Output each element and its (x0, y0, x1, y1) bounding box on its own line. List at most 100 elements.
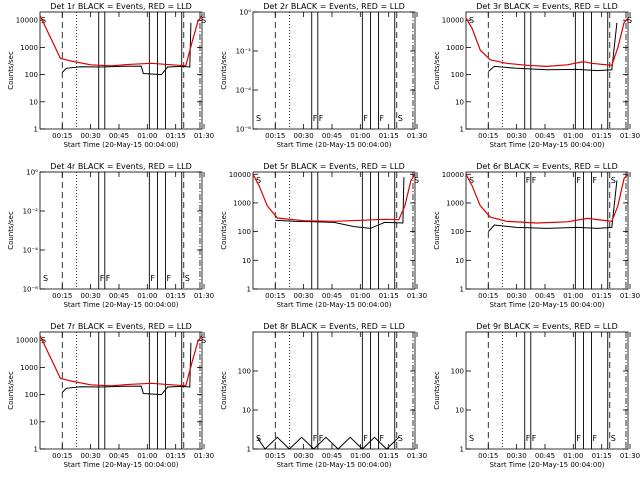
lld-series-line (39, 335, 203, 387)
panel-title: Det 8r BLACK = Events, RED = LLD (263, 322, 405, 331)
x-tick-label: 01:00 (137, 292, 157, 300)
y-tick-label: 10 (455, 98, 464, 106)
flag-label: S (611, 434, 616, 443)
plot-frame (465, 171, 629, 290)
panel-det8: Det 8r BLACK = Events, RED = LLD 1 10 100 00… (220, 322, 427, 469)
x-tick-label: 00:15 (478, 292, 498, 300)
events-series-line (61, 342, 192, 396)
flag-label: F (593, 434, 598, 443)
panel-det9: Det 9r BLACK = Events, RED = LLD 1 10 100 00… (433, 322, 640, 469)
flag-label: F (150, 274, 155, 283)
flag-label: S (398, 434, 403, 443)
x-tick-label: 01:15 (166, 132, 186, 140)
y-axis-label: Counts/sec (220, 371, 228, 410)
panel-title: Det 1r BLACK = Events, RED = LLD (50, 2, 192, 11)
panel-det3: Det 3r BLACK = Events, RED = LLD 1 10 100 10… (433, 2, 640, 149)
y-tick-label: 1000 (446, 199, 464, 207)
y-tick-label: 100 (451, 368, 464, 376)
x-tick-label: 00:15 (52, 292, 72, 300)
x-axis-label: Start Time (20-May-15 00:04:00) (489, 461, 604, 469)
y-tick-label: 1 (247, 286, 251, 294)
flag-label: S (414, 176, 419, 185)
x-tick-label: 00:45 (109, 292, 129, 300)
x-tick-label: 00:30 (81, 132, 101, 140)
events-series-line (61, 22, 192, 76)
y-tick-label: 1000 (446, 44, 464, 52)
x-tick-label: 01:15 (166, 292, 186, 300)
y-axis-label: Counts/sec (7, 371, 15, 410)
flag-label: F (526, 176, 531, 185)
y-axis-label: Counts/sec (433, 51, 441, 90)
y-tick-label: 10⁰ (239, 9, 251, 17)
flag-label: F (593, 176, 598, 185)
lld-series-line (465, 17, 629, 68)
x-tick-label: 01:00 (350, 132, 370, 140)
flag-label: F (167, 274, 172, 283)
flag-label: F (380, 434, 385, 443)
x-tick-label: 01:30 (620, 132, 640, 140)
flag-label: S (611, 176, 616, 185)
flag-label: S (201, 336, 206, 345)
x-tick-label: 01:30 (620, 292, 640, 300)
y-tick-label: 10 (29, 98, 38, 106)
y-axis-label: Counts/sec (433, 211, 441, 250)
events-series-line (487, 180, 618, 232)
y-tick-label: 10000 (16, 17, 38, 25)
y-axis-label: Counts/sec (7, 51, 15, 90)
y-tick-label: 1 (460, 286, 464, 294)
flag-label: F (319, 114, 324, 123)
flag-label: F (363, 434, 368, 443)
x-tick-label: 00:30 (294, 292, 314, 300)
panel-title: Det 5r BLACK = Events, RED = LLD (263, 162, 405, 171)
y-tick-label: 10⁻⁶ (236, 126, 252, 134)
y-tick-label: 10⁻² (236, 48, 252, 56)
x-axis-label: Start Time (20-May-15 00:04:00) (276, 461, 391, 469)
y-tick-label: 1 (460, 126, 464, 134)
flag-label: S (627, 16, 632, 25)
x-axis-label: Start Time (20-May-15 00:04:00) (63, 301, 178, 309)
x-tick-label: 00:45 (322, 292, 342, 300)
x-tick-label: 01:30 (194, 132, 214, 140)
flag-label: S (256, 176, 261, 185)
flag-label: F (532, 434, 537, 443)
plot-frame (465, 11, 629, 130)
x-axis-label: Start Time (20-May-15 00:04:00) (63, 461, 178, 469)
x-tick-label: 00:30 (81, 452, 101, 460)
x-tick-label: 00:15 (265, 132, 285, 140)
x-tick-label: 01:15 (592, 292, 612, 300)
plot-frame (39, 171, 203, 290)
x-axis-label: Start Time (20-May-15 00:04:00) (276, 301, 391, 309)
x-tick-label: 00:45 (109, 452, 129, 460)
y-tick-label: 10⁻² (23, 208, 39, 216)
x-tick-label: 01:15 (592, 452, 612, 460)
panel-det7: Det 7r BLACK = Events, RED = LLD 1 10 100 10… (7, 322, 214, 469)
x-tick-label: 00:45 (535, 132, 555, 140)
flag-label: F (363, 114, 368, 123)
plot-frame (252, 11, 416, 130)
plot-frame (39, 331, 203, 450)
lld-series-line (252, 173, 416, 222)
panel-title: Det 6r BLACK = Events, RED = LLD (476, 162, 618, 171)
panel-title: Det 7r BLACK = Events, RED = LLD (50, 322, 192, 331)
y-tick-label: 10 (29, 418, 38, 426)
flag-label: F (532, 176, 537, 185)
x-tick-label: 01:15 (379, 132, 399, 140)
plot-frame (39, 11, 203, 130)
y-tick-label: 100 (238, 228, 251, 236)
x-tick-label: 00:30 (81, 292, 101, 300)
y-tick-label: 10 (455, 407, 464, 415)
y-tick-label: 1 (34, 126, 38, 134)
y-tick-label: 10000 (229, 171, 251, 179)
y-tick-label: 10⁻⁴ (23, 247, 39, 255)
plot-frame (252, 171, 416, 290)
flag-label: F (100, 274, 105, 283)
panel-det6: Det 6r BLACK = Events, RED = LLD 1 10 100 10… (433, 162, 640, 309)
events-series-line (487, 22, 618, 72)
y-axis-label: Counts/sec (220, 51, 228, 90)
flag-label: S (43, 274, 48, 283)
x-tick-label: 01:00 (137, 452, 157, 460)
panel-title: Det 2r BLACK = Events, RED = LLD (263, 2, 405, 11)
plot-frame (252, 331, 416, 450)
